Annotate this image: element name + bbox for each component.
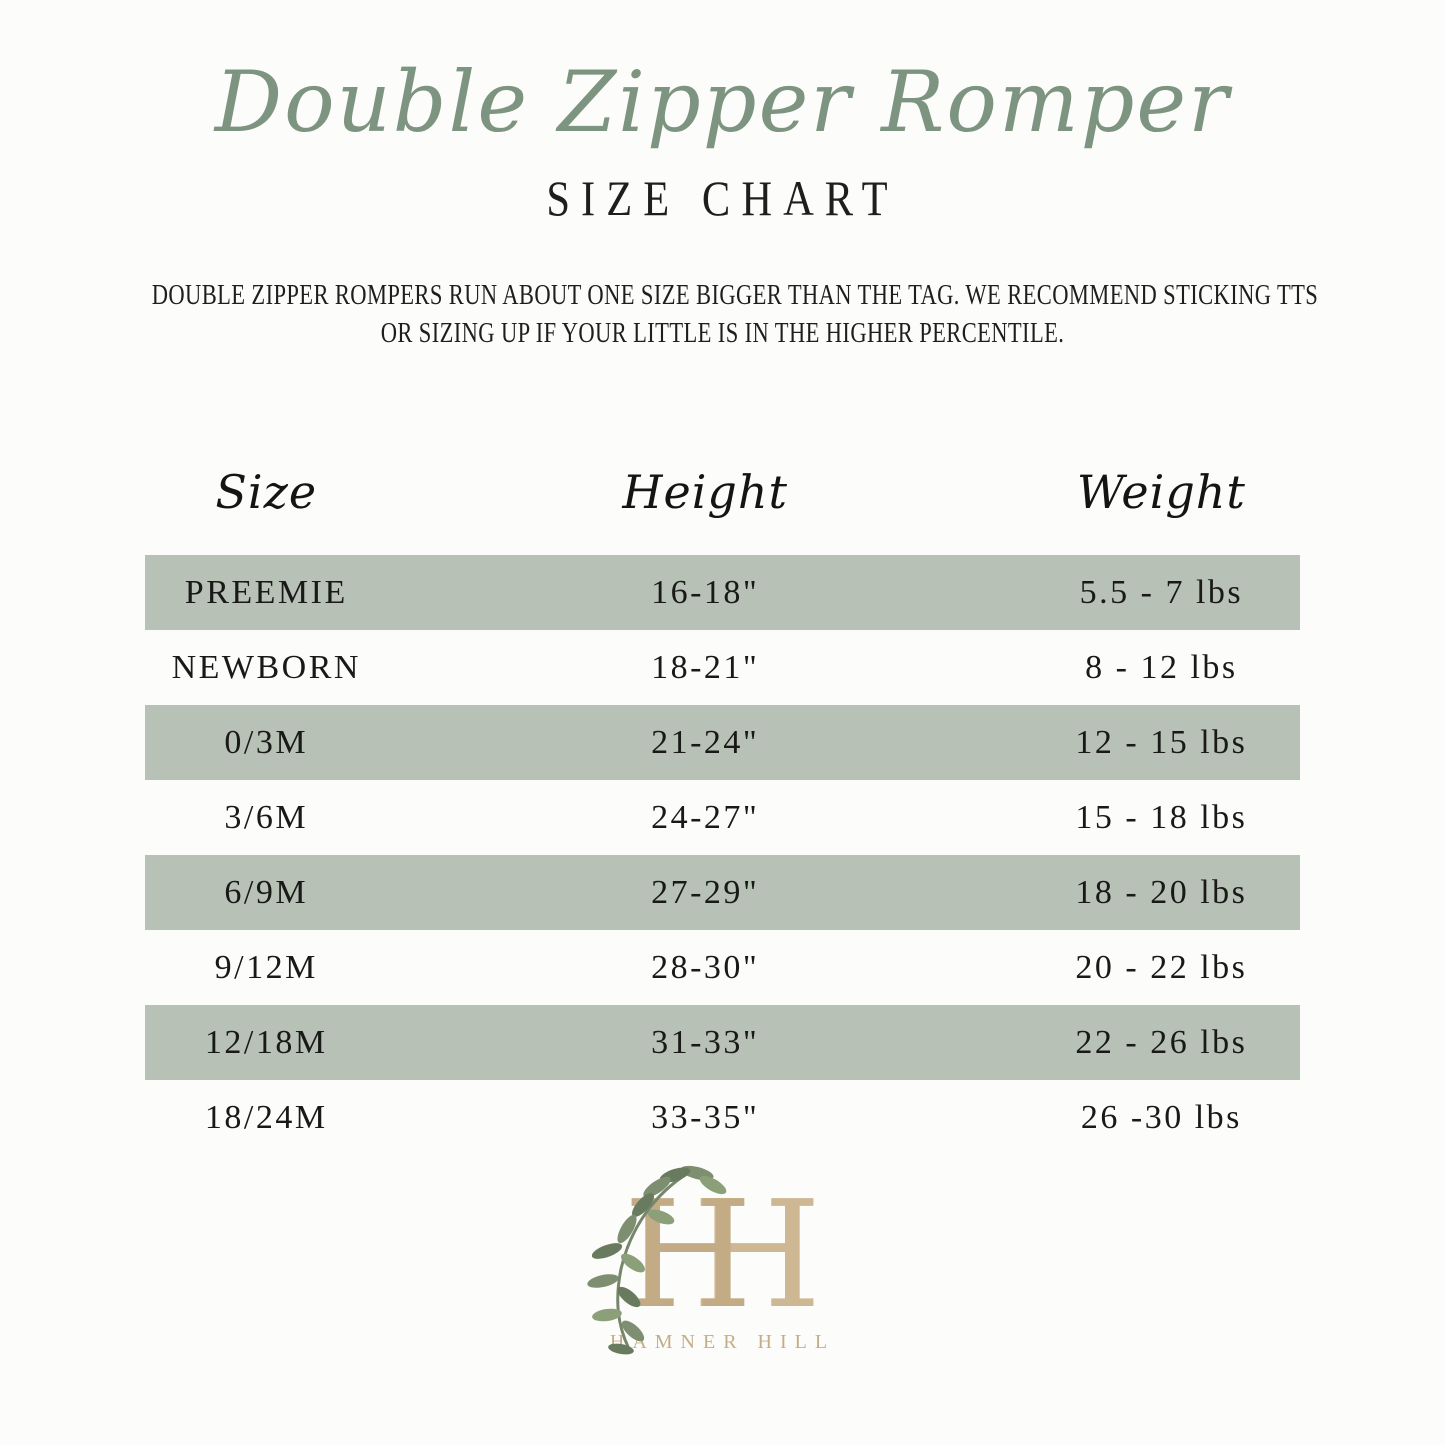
- sizing-note-line-2: OR SIZING UP IF YOUR LITTLE IS IN THE HI…: [380, 318, 1065, 349]
- cell-weight: 26 -30 lbs: [1080, 1098, 1242, 1136]
- cell-height: 18-21": [651, 648, 760, 686]
- size-table: Size Height Weight PREEMIE 16-18" 5.5 - …: [145, 441, 1300, 1155]
- column-header-weight: Weight: [1076, 465, 1246, 519]
- page-title: Double Zipper Romper: [214, 53, 1231, 151]
- sizing-note-line-1: DOUBLE ZIPPER ROMPERS RUN ABOUT ONE SIZE…: [151, 280, 1319, 311]
- table-row: 18/24M 33-35" 26 -30 lbs: [145, 1080, 1300, 1155]
- cell-size: PREEMIE: [184, 573, 348, 611]
- cell-weight: 18 - 20 lbs: [1075, 873, 1248, 911]
- table-row: 9/12M 28-30" 20 - 22 lbs: [145, 930, 1300, 1005]
- cell-size: 0/3M: [224, 723, 309, 761]
- table-row: NEWBORN 18-21" 8 - 12 lbs: [145, 630, 1300, 705]
- cell-height: 31-33": [651, 1023, 760, 1061]
- table-row: PREEMIE 16-18" 5.5 - 7 lbs: [145, 555, 1300, 630]
- cell-size: 9/12M: [214, 948, 318, 986]
- cell-weight: 22 - 26 lbs: [1075, 1023, 1248, 1061]
- monogram-letter-h-right: H: [692, 1169, 822, 1341]
- cell-weight: 15 - 18 lbs: [1075, 798, 1248, 836]
- cell-height: 24-27": [651, 798, 760, 836]
- brand-logo: HH HAMNER HILL: [0, 1165, 1445, 1355]
- cell-height: 21-24": [651, 723, 760, 761]
- cell-size: 6/9M: [224, 873, 309, 911]
- hh-monogram: HH: [587, 1165, 822, 1355]
- cell-size: 18/24M: [204, 1098, 328, 1136]
- sizing-note: DOUBLE ZIPPER ROMPERS RUN ABOUT ONE SIZE…: [0, 277, 1445, 353]
- table-row: 6/9M 27-29" 18 - 20 lbs: [145, 855, 1300, 930]
- cell-height: 33-35": [651, 1098, 760, 1136]
- cell-size: 12/18M: [204, 1023, 328, 1061]
- cell-weight: 5.5 - 7 lbs: [1079, 573, 1244, 611]
- cell-size: 3/6M: [224, 798, 309, 836]
- table-row: 0/3M 21-24" 12 - 15 lbs: [145, 705, 1300, 780]
- page-header: Double Zipper Romper SIZE CHART: [0, 0, 1445, 227]
- cell-height: 16-18": [651, 573, 760, 611]
- page-subtitle: SIZE CHART: [546, 170, 899, 226]
- cell-size: NEWBORN: [171, 648, 361, 686]
- table-row: 12/18M 31-33" 22 - 26 lbs: [145, 1005, 1300, 1080]
- cell-height: 27-29": [651, 873, 760, 911]
- column-header-size: Size: [215, 465, 318, 519]
- cell-height: 28-30": [651, 948, 760, 986]
- cell-weight: 12 - 15 lbs: [1075, 723, 1248, 761]
- cell-weight: 20 - 22 lbs: [1075, 948, 1248, 986]
- column-header-height: Height: [622, 465, 788, 519]
- table-row: 3/6M 24-27" 15 - 18 lbs: [145, 780, 1300, 855]
- cell-weight: 8 - 12 lbs: [1085, 648, 1238, 686]
- monogram-letter-h-left: H: [623, 1169, 753, 1341]
- size-table-header-row: Size Height Weight: [145, 441, 1300, 519]
